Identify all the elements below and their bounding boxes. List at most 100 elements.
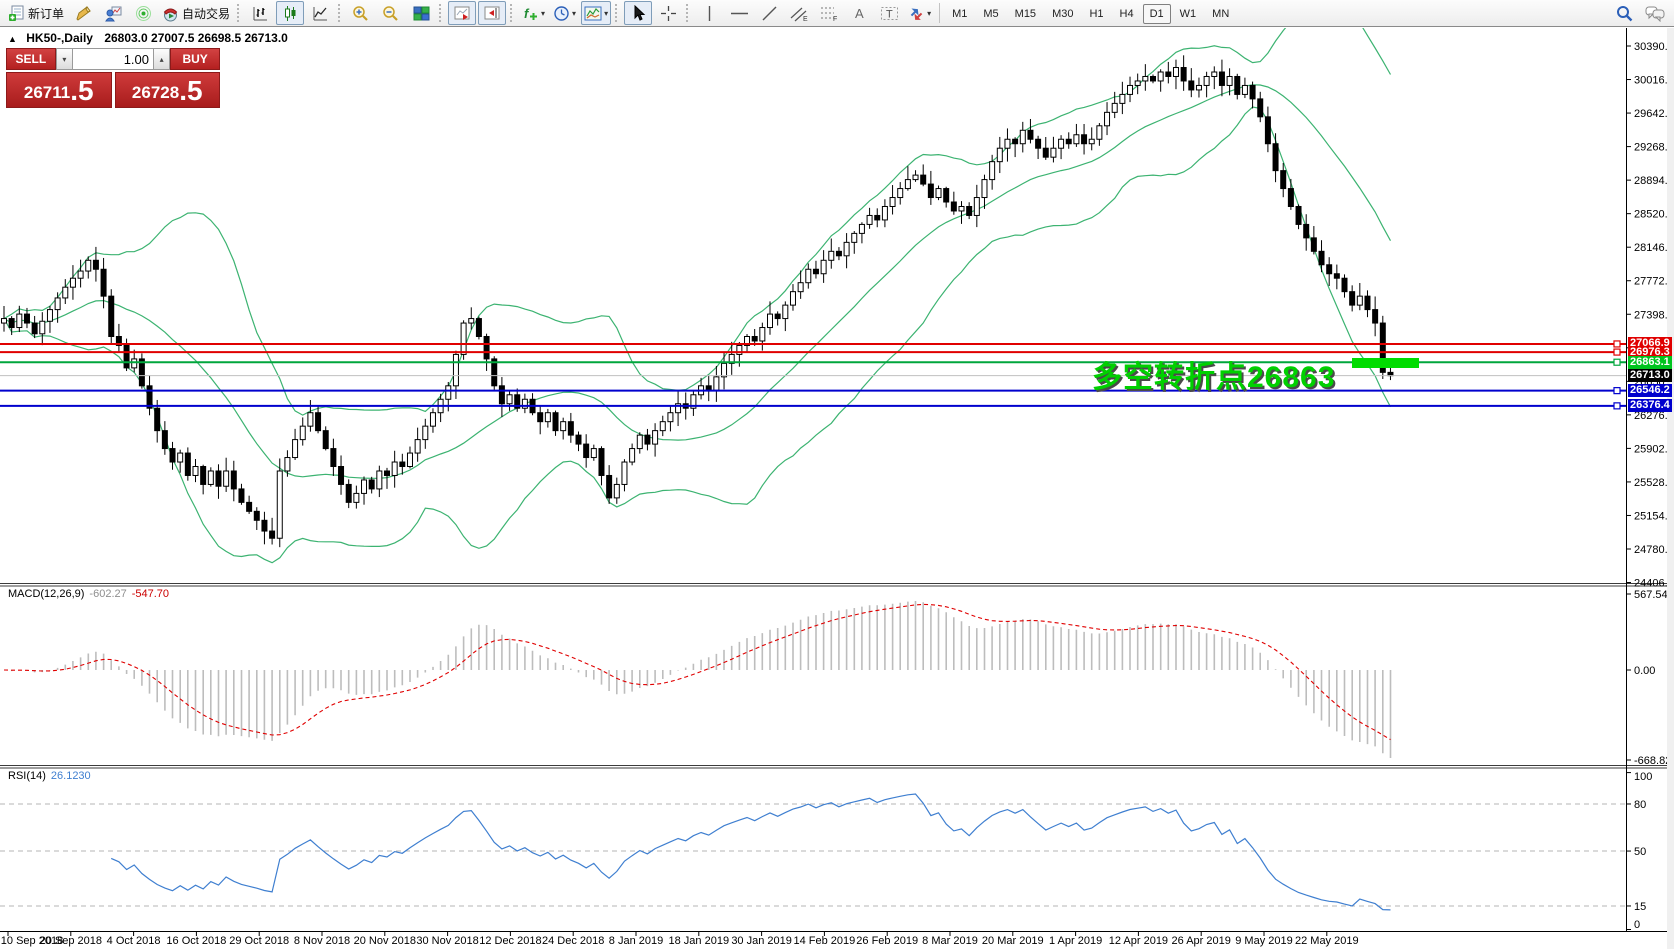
timeframe-button-h1[interactable]: H1 xyxy=(1089,8,1104,20)
clock-icon xyxy=(554,5,569,21)
text-a-icon: A xyxy=(855,6,864,21)
text-button[interactable]: A xyxy=(845,1,873,25)
timeframe-button-m1[interactable]: M1 xyxy=(952,8,968,20)
indicators-dropdown-caret[interactable]: ▾ xyxy=(541,8,546,18)
svg-text:8 Nov 2018: 8 Nov 2018 xyxy=(294,935,350,947)
rsi-name: RSI(14) xyxy=(8,770,46,782)
one-click-row-top: SELL ▾ ▴ BUY xyxy=(6,48,220,70)
arrows-dropdown-caret[interactable]: ▾ xyxy=(927,8,932,18)
svg-text:29642.0: 29642.0 xyxy=(1634,108,1674,120)
tile-windows-icon xyxy=(413,6,430,20)
autotrading-button[interactable]: 自动交易 xyxy=(159,1,233,25)
svg-text:24406.0: 24406.0 xyxy=(1634,578,1674,590)
svg-text:27772.0: 27772.0 xyxy=(1634,276,1674,288)
bar-chart-button[interactable] xyxy=(246,1,274,25)
timeframe-button-m5[interactable]: M5 xyxy=(983,8,999,20)
timeframe-button-mn[interactable]: MN xyxy=(1212,8,1230,20)
timeframe-button-m15[interactable]: M15 xyxy=(1014,8,1037,20)
chart-profiles-button[interactable] xyxy=(99,1,127,25)
new-order-button[interactable]: 新订单 xyxy=(5,1,67,25)
crosshair-button[interactable] xyxy=(654,1,682,25)
svg-text:29268.0: 29268.0 xyxy=(1634,142,1674,154)
highlight-bar[interactable] xyxy=(1352,358,1419,368)
line-chart-button[interactable] xyxy=(306,1,334,25)
svg-text:12 Apr 2019: 12 Apr 2019 xyxy=(1109,935,1168,947)
svg-text:28520.0: 28520.0 xyxy=(1634,209,1674,221)
timeframe-button-d1[interactable]: D1 xyxy=(1142,4,1171,24)
chart-shift-button[interactable] xyxy=(478,1,507,25)
svg-text:20 Nov 2018: 20 Nov 2018 xyxy=(354,935,416,947)
macd-name: MACD(12,26,9) xyxy=(8,588,85,600)
svg-text:10 Sep 2018: 10 Sep 2018 xyxy=(1,935,63,947)
buy-button[interactable]: BUY xyxy=(170,48,220,70)
ohlc-values: 26803.0 27007.5 26698.5 26713.0 xyxy=(104,31,288,45)
candlestick-chart-button[interactable] xyxy=(276,1,305,25)
svg-text:E: E xyxy=(803,16,808,22)
toolbar: 新订单 自动交易 xyxy=(0,0,1674,27)
auto-scroll-button[interactable] xyxy=(448,1,477,25)
trendline-button[interactable] xyxy=(755,1,783,25)
collapse-arrow-icon[interactable]: ▲ xyxy=(8,34,17,44)
indicators-icon: f xyxy=(524,6,538,21)
horizontal-line-button[interactable] xyxy=(725,1,753,25)
svg-text:A: A xyxy=(855,6,864,21)
timeframe-group: M1 M5 M15 M30 H1 H4 D1 W1 MN xyxy=(944,4,1237,24)
cursor-button[interactable] xyxy=(624,1,653,25)
templates-dropdown-caret[interactable]: ▾ xyxy=(604,8,609,18)
text-label-button[interactable]: T xyxy=(875,1,903,25)
equidistant-channel-button[interactable]: E xyxy=(785,1,813,25)
timeframe-button-h4[interactable]: H4 xyxy=(1119,8,1134,20)
toolbar-grip xyxy=(510,4,515,22)
crayon-icon xyxy=(75,5,91,21)
zoom-out-button[interactable] xyxy=(377,1,405,25)
tile-windows-button[interactable] xyxy=(407,1,435,25)
window-edge-strip xyxy=(1667,28,1674,949)
svg-text:1 Apr 2019: 1 Apr 2019 xyxy=(1049,935,1102,947)
svg-text:80: 80 xyxy=(1634,799,1646,811)
timeframe-button-w1[interactable]: W1 xyxy=(1179,8,1197,20)
chat-button[interactable] xyxy=(1641,1,1669,25)
level-anchors[interactable] xyxy=(1613,340,1621,410)
macd-signal-value: -547.70 xyxy=(131,588,170,600)
one-click-row-prices: 26711 .5 26728 .5 xyxy=(6,72,220,108)
buy-price-button[interactable]: 26728 .5 xyxy=(114,72,220,108)
toolbar-grip xyxy=(338,4,343,22)
macd-signal-line xyxy=(3,603,1391,741)
svg-text:26276.0: 26276.0 xyxy=(1634,410,1674,422)
price-tag-26546.2: 26546.2 xyxy=(1628,384,1672,398)
toolbar-grip xyxy=(237,4,242,22)
volume-decrease-button[interactable]: ▾ xyxy=(55,48,73,70)
signals-button[interactable] xyxy=(129,1,157,25)
macd-indicator-label: MACD(12,26,9) -602.27 -547.70 xyxy=(8,588,169,600)
fibonacci-button[interactable]: F xyxy=(815,1,843,25)
indicators-button[interactable]: f ▾ xyxy=(519,1,548,25)
toolbar-grip xyxy=(686,4,691,22)
periods-dropdown-caret[interactable]: ▾ xyxy=(572,8,577,18)
volume-increase-button[interactable]: ▴ xyxy=(153,48,171,70)
arrows-button[interactable]: ▾ xyxy=(905,1,934,25)
chat-icon xyxy=(1645,6,1665,22)
horizontal-line-icon xyxy=(730,12,748,14)
svg-text:0.00: 0.00 xyxy=(1634,665,1655,677)
svg-text:8 Jan 2019: 8 Jan 2019 xyxy=(609,935,663,947)
vertical-line-icon xyxy=(708,5,710,21)
metaeditor-button[interactable] xyxy=(69,1,97,25)
sell-price-button[interactable]: 26711 .5 xyxy=(6,72,112,108)
zoom-in-button[interactable] xyxy=(347,1,375,25)
price-tag-26863.1: 26863.1 xyxy=(1628,355,1672,369)
volume-input[interactable] xyxy=(73,48,153,70)
timeframe-button-m30[interactable]: M30 xyxy=(1052,8,1074,20)
sell-price-frac: .5 xyxy=(70,75,94,106)
rsi-value: 26.1230 xyxy=(50,770,91,782)
svg-text:24 Dec 2018: 24 Dec 2018 xyxy=(542,935,604,947)
price-tag-26713.0: 26713.0 xyxy=(1628,369,1672,383)
search-button[interactable] xyxy=(1611,1,1639,25)
auto-scroll-icon xyxy=(454,6,470,20)
vertical-line-button[interactable] xyxy=(695,1,723,25)
sell-button[interactable]: SELL xyxy=(6,48,56,70)
templates-button[interactable]: ▾ xyxy=(581,1,612,25)
ohlc-bars-icon xyxy=(253,6,267,20)
periods-button[interactable]: ▾ xyxy=(550,1,579,25)
